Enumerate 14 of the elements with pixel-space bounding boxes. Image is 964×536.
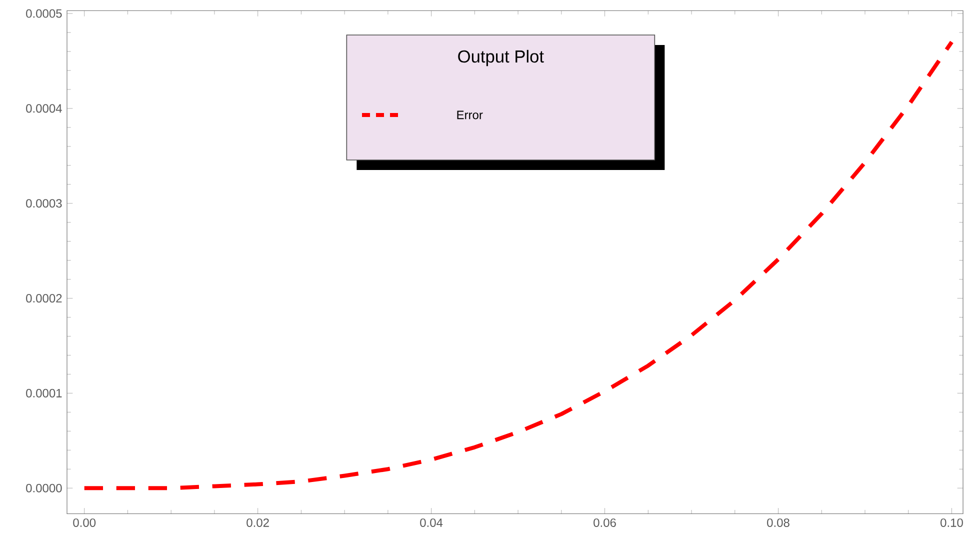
y-tick-label: 0.0003	[26, 199, 62, 208]
legend-title: Output Plot	[458, 50, 544, 66]
x-tick-label: 0.10	[940, 518, 963, 527]
x-tick-label: 0.00	[73, 518, 96, 527]
x-tick-label: 0.02	[246, 518, 269, 527]
x-tick-label: 0.06	[594, 518, 616, 527]
y-tick-label: 0.0001	[26, 388, 62, 398]
text: Error	[457, 110, 483, 120]
y-tick-label: 0.0005	[26, 9, 62, 18]
x-tick-label: 0.08	[767, 518, 790, 527]
y-tick-label: 0.0000	[26, 484, 62, 492]
x-tick-label: 0.04	[420, 518, 443, 527]
y-tick-label: 0.0004	[26, 104, 62, 113]
y-tick-label: 0.0002	[26, 294, 62, 303]
